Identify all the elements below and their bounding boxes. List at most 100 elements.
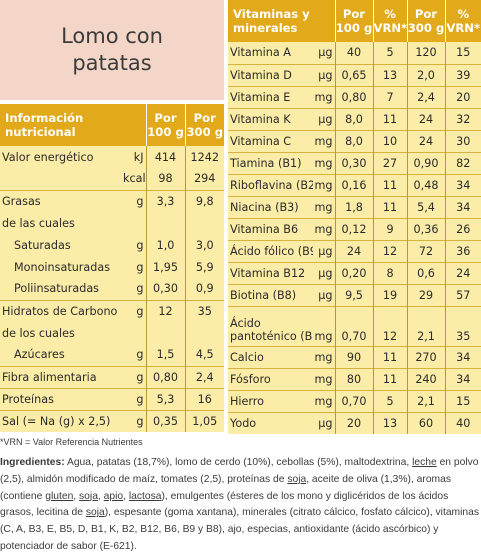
allergen-text: soja xyxy=(79,490,98,502)
nutrient-unit: kJ xyxy=(122,146,146,168)
header-vitaminas: Vitaminas y xyxy=(233,7,310,21)
vitamin-unit: mg xyxy=(313,129,335,152)
allergen-text: soja xyxy=(85,507,105,519)
vitamin-unit: mg xyxy=(313,305,335,346)
nutrient-name: de las cuales xyxy=(0,212,122,234)
nutrient-value-100g: 1,95 xyxy=(145,256,185,278)
nutrition-row: Proteínas g 5,3 16 xyxy=(0,387,224,410)
vitamin-row: Vitamina B6 mg 0,12 9 0,36 26 xyxy=(228,217,481,240)
vitamin-vrn-100g: 13 xyxy=(372,63,407,86)
vitamin-value-100g: 0,30 xyxy=(334,151,373,174)
nutrient-unit: g xyxy=(122,278,146,300)
vitamin-value-300g: 0,90 xyxy=(406,151,445,174)
nutrition-row: Sal (= Na (g) x 2,5) g 0,35 1,05 xyxy=(0,409,224,432)
vitamin-vrn-100g: 27 xyxy=(372,151,407,174)
vitamin-value-300g: 0,48 xyxy=(406,173,445,196)
vitamin-unit: µg xyxy=(313,411,335,434)
ingredients-text: Ingredientes: Agua, patatas (18,7%), lom… xyxy=(0,455,481,554)
vitamin-unit: mg xyxy=(313,217,335,240)
nutrient-name: Monoinsaturadas xyxy=(0,256,122,278)
vitamin-unit: µg xyxy=(313,283,335,306)
vitamin-row: Calcio mg 90 11 270 34 xyxy=(228,345,481,368)
nutrition-row: de las cuales xyxy=(0,212,224,234)
ingredient-text: ), espesante (goma xantana), minerales (… xyxy=(0,507,480,552)
vitamin-value-300g: 270 xyxy=(406,345,445,368)
nutrient-name: de los cuales xyxy=(0,322,122,344)
vitamin-name: Vitamina B12 xyxy=(228,261,313,284)
nutrient-unit: g xyxy=(122,344,146,366)
vitamin-row: Fósforo mg 80 11 240 34 xyxy=(228,367,481,390)
vitamin-vrn-300g: 34 xyxy=(444,173,481,196)
vitamin-value-100g: 8,0 xyxy=(334,107,373,130)
vitamin-value-100g: 90 xyxy=(334,345,373,368)
vitamin-name: Vitamina B6 xyxy=(228,217,313,240)
vitamin-vrn-100g: 11 xyxy=(372,195,407,218)
ingredients-list: Agua, patatas (18,7%), lomo de cerdo (10… xyxy=(0,457,479,552)
vitamin-row: Vitamina B12 µg 0,20 8 0,6 24 xyxy=(228,261,481,284)
nutrition-row: Poliinsaturadas g 0,30 0,9 xyxy=(0,278,224,300)
vitamin-name: Vitamina D xyxy=(228,63,313,86)
vitamin-name: Vitamina A xyxy=(228,42,313,64)
nutrient-unit: g xyxy=(122,189,146,212)
vitamin-value-300g: 5,4 xyxy=(406,195,445,218)
vitamin-value-300g: 2,0 xyxy=(406,63,445,86)
header-100g: 100 g xyxy=(335,21,373,35)
vitamin-vrn-300g: 82 xyxy=(444,151,481,174)
vitamin-unit: mg xyxy=(313,173,335,196)
nutrient-value-300g: 3,0 xyxy=(184,234,224,256)
nutrition-header-name: Información nutricional xyxy=(0,104,146,146)
header-100g: 100 g xyxy=(147,125,184,139)
vitamins-header-row: Vitaminas y minerales Por 100 g % VRN* P… xyxy=(228,0,481,42)
nutrient-name: Grasas xyxy=(0,189,122,212)
nutrient-value-100g: 1,0 xyxy=(145,234,185,256)
ingredient-text: , xyxy=(123,490,129,502)
vitamin-row: Riboflavina (B2) mg 0,16 11 0,48 34 xyxy=(228,173,481,196)
vitamin-name: Vitamina K xyxy=(228,107,313,130)
ingredients-label: Ingredientes: xyxy=(0,457,65,468)
nutrient-unit: g xyxy=(122,299,146,322)
vitamin-vrn-300g: 15 xyxy=(444,389,481,412)
vitamin-value-100g: 0,16 xyxy=(334,173,373,196)
nutrient-value-300g xyxy=(184,322,224,344)
nutrient-unit xyxy=(122,212,146,234)
nutrition-header-100g: Por 100 g xyxy=(145,104,185,146)
vitamin-value-100g: 9,5 xyxy=(334,283,373,306)
vitamin-value-100g: 0,70 xyxy=(334,305,373,346)
header-por: Por xyxy=(193,111,216,125)
nutrition-row: Hidratos de Carbono g 12 35 xyxy=(0,299,224,322)
ingredient-text: , xyxy=(97,490,104,502)
nutrition-table: Información nutricional Por 100 g Por 30… xyxy=(0,104,224,432)
header-por: Por xyxy=(414,7,438,21)
nutrient-unit: g xyxy=(122,365,146,388)
nutrition-row: Monoinsaturadas g 1,95 5,9 xyxy=(0,256,224,278)
vitamin-unit: µg xyxy=(313,261,335,284)
nutrient-name: Azúcares xyxy=(0,344,122,366)
vitamin-vrn-100g: 12 xyxy=(372,305,407,346)
nutrient-value-300g: 9,8 xyxy=(184,189,224,212)
vitamins-header-300g: Por 300 g xyxy=(406,0,445,42)
nutrient-value-100g: 98 xyxy=(145,168,185,190)
vitamins-header-100g: Por 100 g xyxy=(334,0,373,42)
nutrition-row: kcal 98 294 xyxy=(0,168,224,190)
vitamin-vrn-300g: 24 xyxy=(444,261,481,284)
vitamin-vrn-300g: 34 xyxy=(444,367,481,390)
vitamin-value-100g: 8,0 xyxy=(334,129,373,152)
nutrient-name: Fibra alimentaria xyxy=(0,365,122,388)
vitamin-name: Vitamina C xyxy=(228,129,313,152)
vitamin-row: Ácido fólico (B9) µg 24 12 72 36 xyxy=(228,239,481,262)
vitamin-value-300g: 2,1 xyxy=(406,389,445,412)
allergen-text: gluten xyxy=(45,490,74,502)
ingredient-text: , aceite de oliva (1,3%), aromas (contie… xyxy=(0,473,451,502)
vitamin-vrn-100g: 11 xyxy=(372,345,407,368)
vitamin-vrn-100g: 12 xyxy=(372,239,407,262)
vitamin-value-100g: 0,12 xyxy=(334,217,373,240)
vitamin-value-100g: 0,80 xyxy=(334,85,373,108)
vitamin-name: Calcio xyxy=(228,345,313,368)
nutrient-value-300g: 5,9 xyxy=(184,256,224,278)
vitamins-header-vrn-100g: % VRN* xyxy=(372,0,407,42)
vitamin-value-300g: 24 xyxy=(406,129,445,152)
vitamin-vrn-300g: 34 xyxy=(444,195,481,218)
vitamin-unit: µg xyxy=(313,239,335,262)
vitamin-vrn-100g: 11 xyxy=(372,367,407,390)
vrn-footnote: *VRN = Valor Referencia Nutrientes xyxy=(0,437,143,447)
